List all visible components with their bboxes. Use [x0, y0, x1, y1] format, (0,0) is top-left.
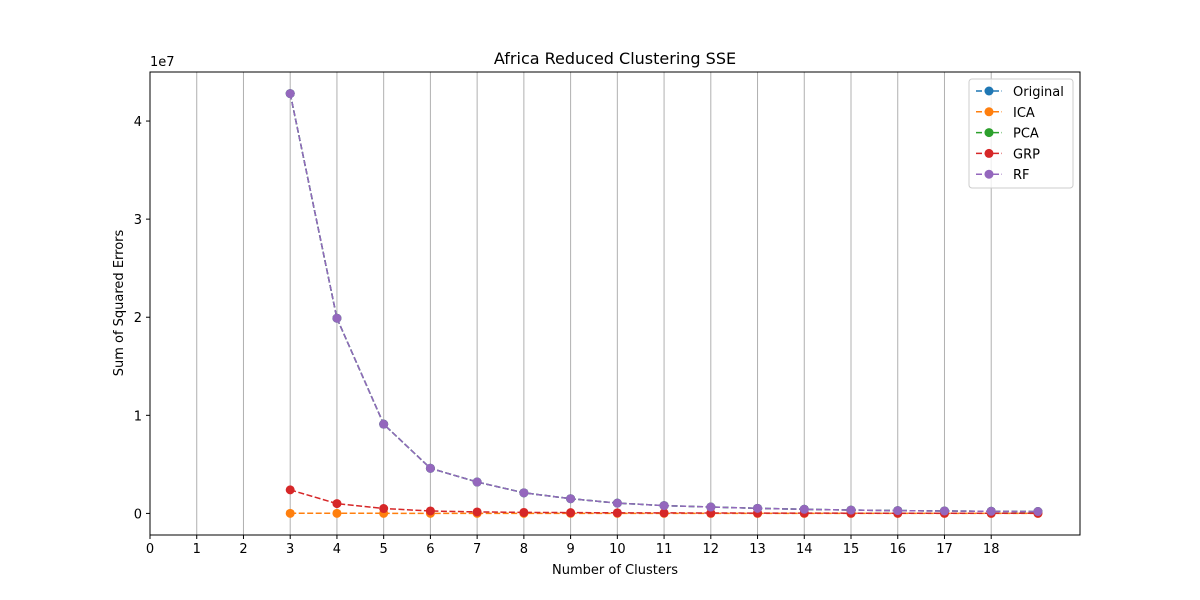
x-tick-label: 2 — [239, 542, 247, 557]
grid-lines — [149, 72, 992, 535]
y-tick-label: 0 — [134, 507, 142, 522]
x-tick-label: 7 — [473, 542, 481, 557]
data-point-rf — [612, 498, 622, 508]
x-tick-label: 18 — [983, 542, 1000, 557]
data-point-rf — [939, 506, 949, 516]
data-point-grp — [285, 485, 295, 495]
legend-label-ica: ICA — [1013, 106, 1035, 121]
data-point-rf — [753, 503, 763, 513]
data-point-grp — [379, 504, 389, 514]
x-tick-label: 14 — [796, 542, 813, 557]
legend-marker-grp — [984, 148, 994, 158]
data-point-rf — [893, 506, 903, 516]
x-tick-label: 5 — [380, 542, 388, 557]
data-point-rf — [706, 502, 716, 512]
data-point-grp — [612, 508, 622, 518]
legend-marker-pca — [984, 128, 994, 138]
data-point-rf — [566, 494, 576, 504]
chart-title: Africa Reduced Clustering SSE — [494, 49, 736, 68]
data-point-grp — [332, 499, 342, 509]
x-tick-label: 4 — [333, 542, 341, 557]
x-tick-label: 11 — [656, 542, 673, 557]
x-tick-label: 17 — [936, 542, 953, 557]
data-point-rf — [332, 313, 342, 323]
y-axis-ticks: 0 1 2 3 4 — [134, 115, 150, 522]
x-tick-label: 13 — [749, 542, 766, 557]
x-tick-label: 3 — [286, 542, 294, 557]
y-offset-label: 1e7 — [150, 55, 175, 70]
legend-marker-ica — [984, 107, 994, 117]
series-rf — [285, 89, 1043, 517]
data-point-rf — [472, 477, 482, 487]
x-tick-label: 10 — [609, 542, 626, 557]
x-tick-label: 1 — [193, 542, 201, 557]
y-tick-label: 3 — [134, 213, 142, 228]
data-point-rf — [379, 419, 389, 429]
x-tick-label: 12 — [703, 542, 720, 557]
x-tick-label: 15 — [843, 542, 860, 557]
legend-marker-original — [984, 86, 994, 96]
x-tick-label: 16 — [889, 542, 906, 557]
data-point-rf — [425, 463, 435, 473]
legend-label-rf: RF — [1013, 168, 1030, 183]
data-point-grp — [659, 508, 669, 518]
y-tick-label: 4 — [134, 115, 142, 130]
data-point-ica — [332, 508, 342, 518]
x-axis-label: Number of Clusters — [552, 563, 678, 578]
x-axis-ticks: 0 1 2 3 4 5 6 7 8 9 10 11 12 13 14 15 16 17 18 — [146, 535, 1000, 557]
legend-label-pca: PCA — [1013, 127, 1039, 142]
data-point-rf — [519, 488, 529, 498]
y-tick-label: 1 — [134, 409, 142, 424]
x-tick-label: 8 — [520, 542, 528, 557]
x-tick-label: 0 — [146, 542, 154, 557]
x-tick-label: 9 — [566, 542, 574, 557]
legend-label-original: Original — [1013, 85, 1064, 100]
series-lines — [285, 89, 1043, 518]
data-point-rf — [986, 506, 996, 516]
data-point-rf — [285, 89, 295, 99]
data-point-rf — [799, 504, 809, 514]
legend-label-grp: GRP — [1013, 147, 1040, 162]
data-point-grp — [425, 506, 435, 516]
data-point-ica — [285, 508, 295, 518]
legend-marker-rf — [984, 169, 994, 179]
x-tick-label: 6 — [426, 542, 434, 557]
plot-frame — [149, 71, 1081, 536]
data-point-rf — [1033, 507, 1043, 517]
data-point-rf — [846, 505, 856, 515]
y-axis-label: Sum of Squared Errors — [112, 229, 127, 376]
data-point-grp — [566, 508, 576, 518]
legend-box — [968, 78, 1074, 189]
legend: Original ICA PCA GRP RF — [968, 78, 1074, 189]
data-point-rf — [659, 501, 669, 511]
y-tick-label: 2 — [134, 311, 142, 326]
data-point-grp — [519, 507, 529, 517]
data-point-grp — [472, 507, 482, 517]
